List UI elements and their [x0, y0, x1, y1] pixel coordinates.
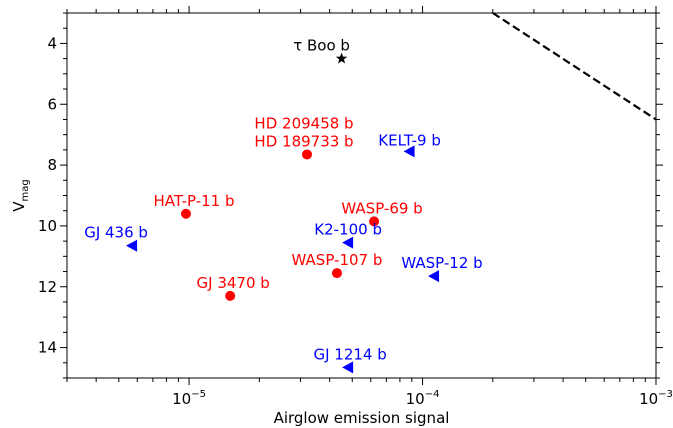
point-label: WASP-69 b — [341, 199, 422, 217]
circle-marker — [180, 208, 191, 219]
triangle-marker — [403, 145, 415, 158]
point-label: WASP-107 b — [292, 251, 383, 269]
point-label: HAT-P-11 b — [153, 192, 234, 210]
y-axis-label-subscript: mag — [20, 179, 31, 201]
star-marker — [335, 52, 348, 64]
circle-marker — [225, 290, 236, 301]
y-tick-label: 12 — [38, 278, 57, 296]
data-point: K2-100 b — [314, 221, 382, 249]
triangle-marker — [428, 270, 440, 283]
data-point: GJ 3470 b — [197, 274, 270, 301]
point-label-secondary: HD 189733 b — [254, 132, 353, 150]
triangle-marker — [126, 239, 138, 252]
reference-dashed-line — [492, 13, 656, 121]
y-axis-label: Vmag — [10, 179, 31, 211]
circle-marker — [369, 216, 380, 227]
x-tick-label: 10−5 — [172, 389, 206, 408]
point-label: GJ 436 b — [84, 224, 148, 242]
point-label: KELT-9 b — [378, 131, 441, 149]
y-tick-label: 14 — [38, 339, 57, 357]
data-point: KELT-9 b — [378, 131, 441, 158]
data-point: GJ 1214 b — [313, 345, 387, 374]
data-point: HAT-P-11 b — [153, 192, 235, 219]
y-tick-label: 10 — [38, 217, 57, 235]
triangle-marker — [342, 361, 354, 374]
y-tick-label: 8 — [47, 156, 57, 174]
point-label: HD 209458 b — [254, 114, 353, 132]
y-axis-label-main: V — [10, 201, 28, 212]
data-point: GJ 436 b — [84, 224, 148, 252]
y-tick-label: 6 — [47, 95, 57, 113]
x-axis-label: Airglow emission signal — [274, 409, 450, 427]
x-tick-label: 10−3 — [639, 389, 673, 408]
data-point: WASP-12 b — [401, 254, 483, 283]
data-point: WASP-69 b — [341, 199, 423, 227]
x-tick-label: 10−4 — [406, 389, 440, 408]
data-point: τ Boo b — [293, 37, 350, 64]
point-label: GJ 1214 b — [313, 345, 386, 363]
point-label: WASP-12 b — [401, 254, 482, 272]
triangle-marker — [342, 236, 354, 249]
point-label: GJ 3470 b — [197, 274, 270, 292]
point-label: τ Boo b — [293, 37, 350, 55]
y-tick-label: 4 — [47, 34, 57, 52]
point-label: K2-100 b — [314, 221, 382, 239]
data-point: WASP-107 b — [292, 251, 383, 279]
circle-marker — [302, 149, 313, 160]
data-point: HD 209458 bHD 189733 b — [254, 114, 354, 160]
circle-marker — [331, 268, 342, 279]
